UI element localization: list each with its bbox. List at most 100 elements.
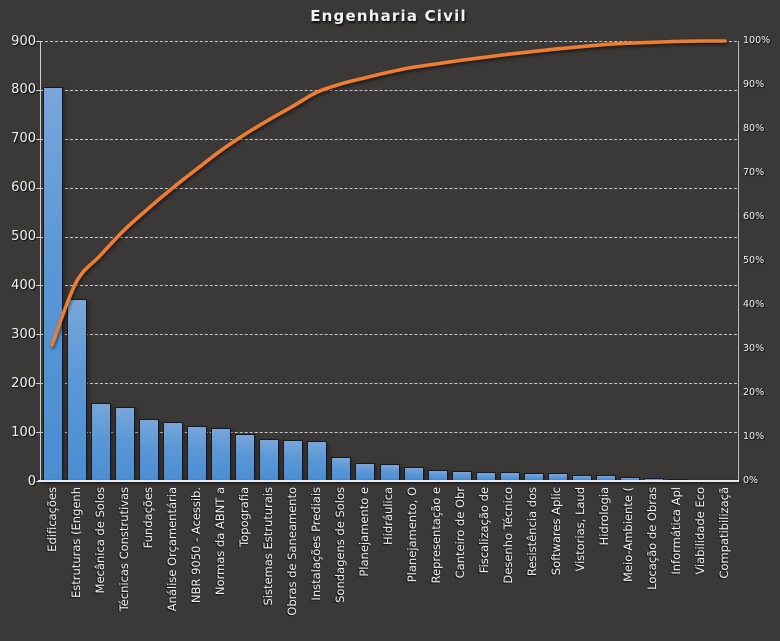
x-label-slot: Canteiro de Obr bbox=[449, 487, 473, 578]
bar bbox=[235, 433, 256, 481]
x-axis-label: Hidráulica bbox=[380, 487, 395, 545]
bar bbox=[571, 475, 592, 481]
right-axis-label: 20% bbox=[743, 387, 765, 398]
x-label-slot: Técnicas Construtivas bbox=[112, 487, 136, 611]
x-label-slot: Hidrologia bbox=[593, 487, 617, 545]
x-axis-label: NBR 9050 - Acessib. bbox=[188, 487, 203, 604]
left-axis-tick bbox=[35, 285, 41, 287]
x-axis-label: Edificações bbox=[44, 487, 59, 552]
cumulative-line bbox=[50, 39, 727, 347]
left-axis-label: 600 bbox=[11, 180, 36, 196]
x-axis-line bbox=[38, 480, 739, 482]
gridline bbox=[40, 432, 737, 434]
left-axis-label: 300 bbox=[11, 326, 36, 342]
x-label-slot: Softwares Aplic bbox=[545, 487, 569, 575]
gridline bbox=[40, 236, 737, 238]
bar bbox=[379, 464, 400, 481]
x-axis-labels: Edificações Estruturas (Engenh Mecânica de… bbox=[40, 487, 737, 637]
x-label-slot: Análise Orçamentária bbox=[160, 487, 184, 611]
bar bbox=[67, 299, 88, 481]
left-axis-label: 200 bbox=[11, 375, 36, 391]
x-axis-label: Hidrologia bbox=[597, 487, 612, 546]
right-axis-label: 60% bbox=[743, 211, 765, 222]
bar bbox=[91, 402, 112, 481]
x-axis-label: Representação e bbox=[429, 487, 444, 584]
x-label-slot: Compatibilizaçã bbox=[713, 487, 737, 579]
left-axis-tick bbox=[35, 383, 41, 385]
right-axis-label: 0% bbox=[743, 475, 759, 486]
x-axis-label: Análise Orçamentária bbox=[164, 487, 179, 612]
left-axis-label: 100 bbox=[11, 424, 36, 440]
x-axis-label: Fundações bbox=[140, 487, 155, 549]
left-axis-label: 900 bbox=[11, 33, 36, 49]
bar bbox=[643, 478, 664, 481]
bar bbox=[187, 426, 208, 481]
bar bbox=[331, 456, 352, 481]
x-axis-label: Topografia bbox=[236, 487, 251, 547]
x-label-slot: Locação de Obras bbox=[641, 487, 665, 590]
x-axis-label: Sistemas Estruturais bbox=[260, 487, 275, 606]
x-label-slot: Obras de Saneamento bbox=[280, 487, 304, 616]
left-axis-label: 800 bbox=[11, 82, 36, 98]
x-label-slot: Informática Apl bbox=[665, 487, 689, 575]
x-axis-label: Viabilidade Eco bbox=[693, 487, 708, 575]
x-label-slot: Vistorias, Laud bbox=[569, 487, 593, 572]
right-axis-label: 70% bbox=[743, 167, 765, 178]
bar bbox=[475, 472, 496, 481]
left-axis-tick bbox=[35, 187, 41, 189]
x-axis-label: Canteiro de Obr bbox=[453, 487, 468, 579]
right-axis-label: 50% bbox=[743, 255, 765, 266]
cumulative-line-layer bbox=[50, 39, 727, 347]
gridline bbox=[40, 383, 737, 385]
left-axis-label: 500 bbox=[11, 229, 36, 245]
x-axis-label: Mecânica de Solos bbox=[92, 487, 107, 594]
bar bbox=[547, 473, 568, 481]
left-axis-tick bbox=[35, 334, 41, 336]
x-label-slot: Normas da ABNT a bbox=[208, 487, 232, 595]
right-axis-label: 10% bbox=[743, 431, 765, 442]
right-axis-label: 40% bbox=[743, 299, 765, 310]
bar bbox=[619, 476, 640, 481]
right-axis-label: 30% bbox=[743, 343, 765, 354]
x-axis-label: Fiscalização de bbox=[477, 487, 492, 574]
x-axis-label: Informática Apl bbox=[669, 487, 684, 575]
x-label-slot: Meio-Ambiente ( bbox=[617, 487, 641, 582]
x-label-slot: Estruturas (Engenh bbox=[64, 487, 88, 598]
left-axis-tick bbox=[35, 89, 41, 91]
bar bbox=[139, 418, 160, 481]
gridline bbox=[40, 187, 737, 189]
x-label-slot: Topografia bbox=[232, 487, 256, 547]
gridline bbox=[40, 41, 737, 42]
bar bbox=[211, 427, 232, 481]
gridline bbox=[40, 334, 737, 336]
x-label-slot: NBR 9050 - Acessib. bbox=[184, 487, 208, 603]
bar bbox=[307, 441, 328, 481]
left-axis-label: 400 bbox=[11, 277, 36, 293]
right-axis-label: 100% bbox=[743, 35, 771, 46]
x-label-slot: Resistência dos bbox=[521, 487, 545, 576]
bar bbox=[259, 439, 280, 481]
bar bbox=[163, 421, 184, 481]
x-axis-label: Vistorias, Laud bbox=[573, 487, 588, 572]
chart-title: Engenharia Civil bbox=[310, 7, 467, 25]
x-label-slot: Edificações bbox=[40, 487, 64, 552]
left-axis-tick bbox=[35, 138, 41, 140]
x-axis-label: Desenho Técnico bbox=[501, 487, 516, 584]
x-axis-label: Planejamento e bbox=[356, 487, 371, 577]
x-axis-label: Locação de Obras bbox=[645, 487, 660, 590]
x-axis-label: Normas da ABNT a bbox=[212, 487, 227, 596]
bar bbox=[595, 475, 616, 481]
bar bbox=[283, 440, 304, 481]
gridline bbox=[40, 138, 737, 140]
bar bbox=[43, 86, 64, 481]
bar bbox=[115, 406, 136, 481]
x-label-slot: Mecânica de Solos bbox=[88, 487, 112, 593]
x-label-slot: Instalações Prediais bbox=[304, 487, 328, 601]
x-axis-label: Instalações Prediais bbox=[308, 487, 323, 601]
x-label-slot: Sondagens de Solos bbox=[328, 487, 352, 603]
x-axis-label: Técnicas Construtivas bbox=[116, 487, 131, 612]
gridline bbox=[40, 285, 737, 287]
x-label-slot: Viabilidade Eco bbox=[689, 487, 713, 575]
plot-area bbox=[40, 41, 739, 481]
x-axis-label: Meio-Ambiente ( bbox=[621, 487, 636, 582]
